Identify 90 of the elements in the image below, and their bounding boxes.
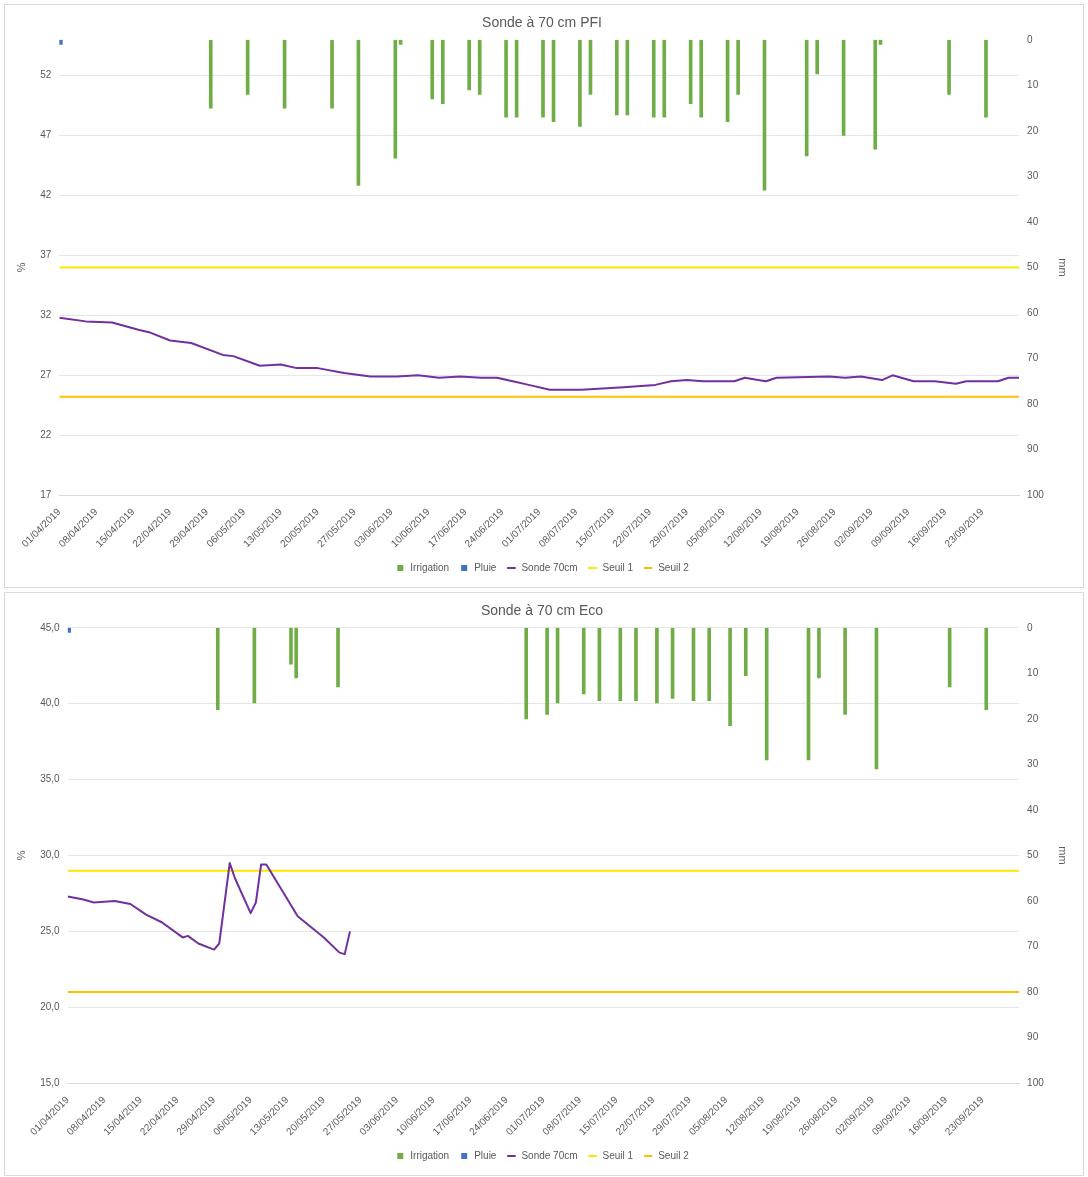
bar [843, 627, 847, 715]
y-tick-label: 37 [40, 249, 52, 261]
y2-tick-label: 30 [1027, 758, 1039, 770]
y2-tick-label: 0 [1027, 621, 1034, 633]
y2-tick-label: 50 [1027, 261, 1039, 273]
y2-tick-label: 80 [1027, 397, 1039, 409]
y2-tick-label: 90 [1027, 443, 1039, 455]
y2-tick-label: 40 [1027, 803, 1039, 815]
bar [504, 39, 508, 118]
y2-tick-label: 20 [1027, 124, 1039, 136]
y-tick-label: 32 [40, 309, 52, 321]
y2-tick-label: 60 [1027, 306, 1039, 318]
bar [245, 39, 250, 95]
chart-title: Sonde à 70 cm Eco [480, 602, 604, 619]
bar [581, 627, 586, 695]
bar [699, 39, 704, 118]
bar [440, 39, 445, 104]
bar [817, 627, 821, 679]
bar [336, 627, 340, 688]
bar [545, 627, 549, 715]
y2-tick-label: 80 [1027, 985, 1039, 997]
y2-tick-label: 40 [1027, 215, 1039, 227]
y2-axis-title: mm [1057, 258, 1070, 277]
bar [707, 627, 712, 701]
y2-tick-label: 10 [1027, 79, 1039, 91]
y-axis-title: % [14, 850, 27, 861]
legend-label: Pluie [474, 1149, 497, 1161]
bar [984, 39, 988, 118]
y-tick-label: 25,0 [40, 925, 61, 937]
y2-tick-label: 100 [1027, 488, 1045, 500]
y-axis-title: % [14, 262, 27, 273]
y-tick-label: 47 [40, 129, 52, 141]
bar [764, 627, 769, 761]
y-tick-label: 40,0 [40, 697, 61, 709]
legend-label: Seuil 1 [602, 561, 634, 573]
legend-label: Sonde 70cm [521, 1149, 578, 1161]
y-tick-label: 52 [40, 69, 52, 81]
y-tick-label: 42 [40, 189, 52, 201]
bar [578, 39, 582, 127]
bar [728, 627, 732, 727]
bar [634, 627, 638, 701]
legend-label: Irrigation [410, 1149, 450, 1161]
bar [618, 627, 623, 701]
y2-tick-label: 0 [1027, 33, 1034, 45]
bar [215, 627, 220, 711]
bar [815, 39, 820, 75]
y2-tick-label: 10 [1027, 667, 1039, 679]
y2-tick-label: 100 [1027, 1076, 1045, 1088]
legend-label: Irrigation [410, 561, 450, 573]
bar [67, 627, 71, 633]
y2-tick-label: 90 [1027, 1031, 1039, 1043]
bar [614, 39, 619, 116]
bar [477, 39, 482, 95]
bar [208, 39, 213, 109]
bar [804, 39, 809, 157]
y2-tick-label: 30 [1027, 170, 1039, 182]
bar [662, 39, 667, 118]
bar [736, 39, 740, 95]
y-tick-label: 22 [40, 428, 52, 440]
bar [655, 627, 659, 704]
y2-tick-label: 70 [1027, 352, 1039, 364]
legend-label: Seuil 2 [658, 1149, 690, 1161]
y2-axis-title: mm [1057, 846, 1070, 865]
y-tick-label: 15,0 [40, 1076, 61, 1088]
bar [467, 39, 471, 91]
y2-tick-label: 20 [1027, 712, 1039, 724]
legend-label: Seuil 2 [658, 561, 690, 573]
bar [541, 39, 545, 118]
bar [873, 39, 878, 150]
y2-tick-label: 50 [1027, 849, 1039, 861]
y-tick-label: 20,0 [40, 1000, 61, 1012]
y-tick-label: 35,0 [40, 773, 61, 785]
bar [743, 627, 748, 676]
bar [59, 39, 63, 45]
bar [947, 39, 951, 95]
bar [330, 39, 334, 109]
y-tick-label: 30,0 [40, 849, 61, 861]
bar [524, 627, 529, 720]
chart-title: Sonde à 70 cm PFI [482, 14, 602, 31]
legend-label: Pluie [474, 561, 497, 573]
y-tick-label: 45,0 [40, 621, 61, 633]
bar [430, 39, 435, 100]
y2-tick-label: 70 [1027, 940, 1039, 952]
y2-tick-label: 60 [1027, 894, 1039, 906]
y-tick-label: 27 [40, 369, 52, 381]
bar [984, 627, 989, 711]
legend-label: Sonde 70cm [521, 561, 578, 573]
legend-label: Seuil 1 [602, 1149, 634, 1161]
bar [651, 39, 656, 118]
y-tick-label: 17 [40, 488, 52, 500]
